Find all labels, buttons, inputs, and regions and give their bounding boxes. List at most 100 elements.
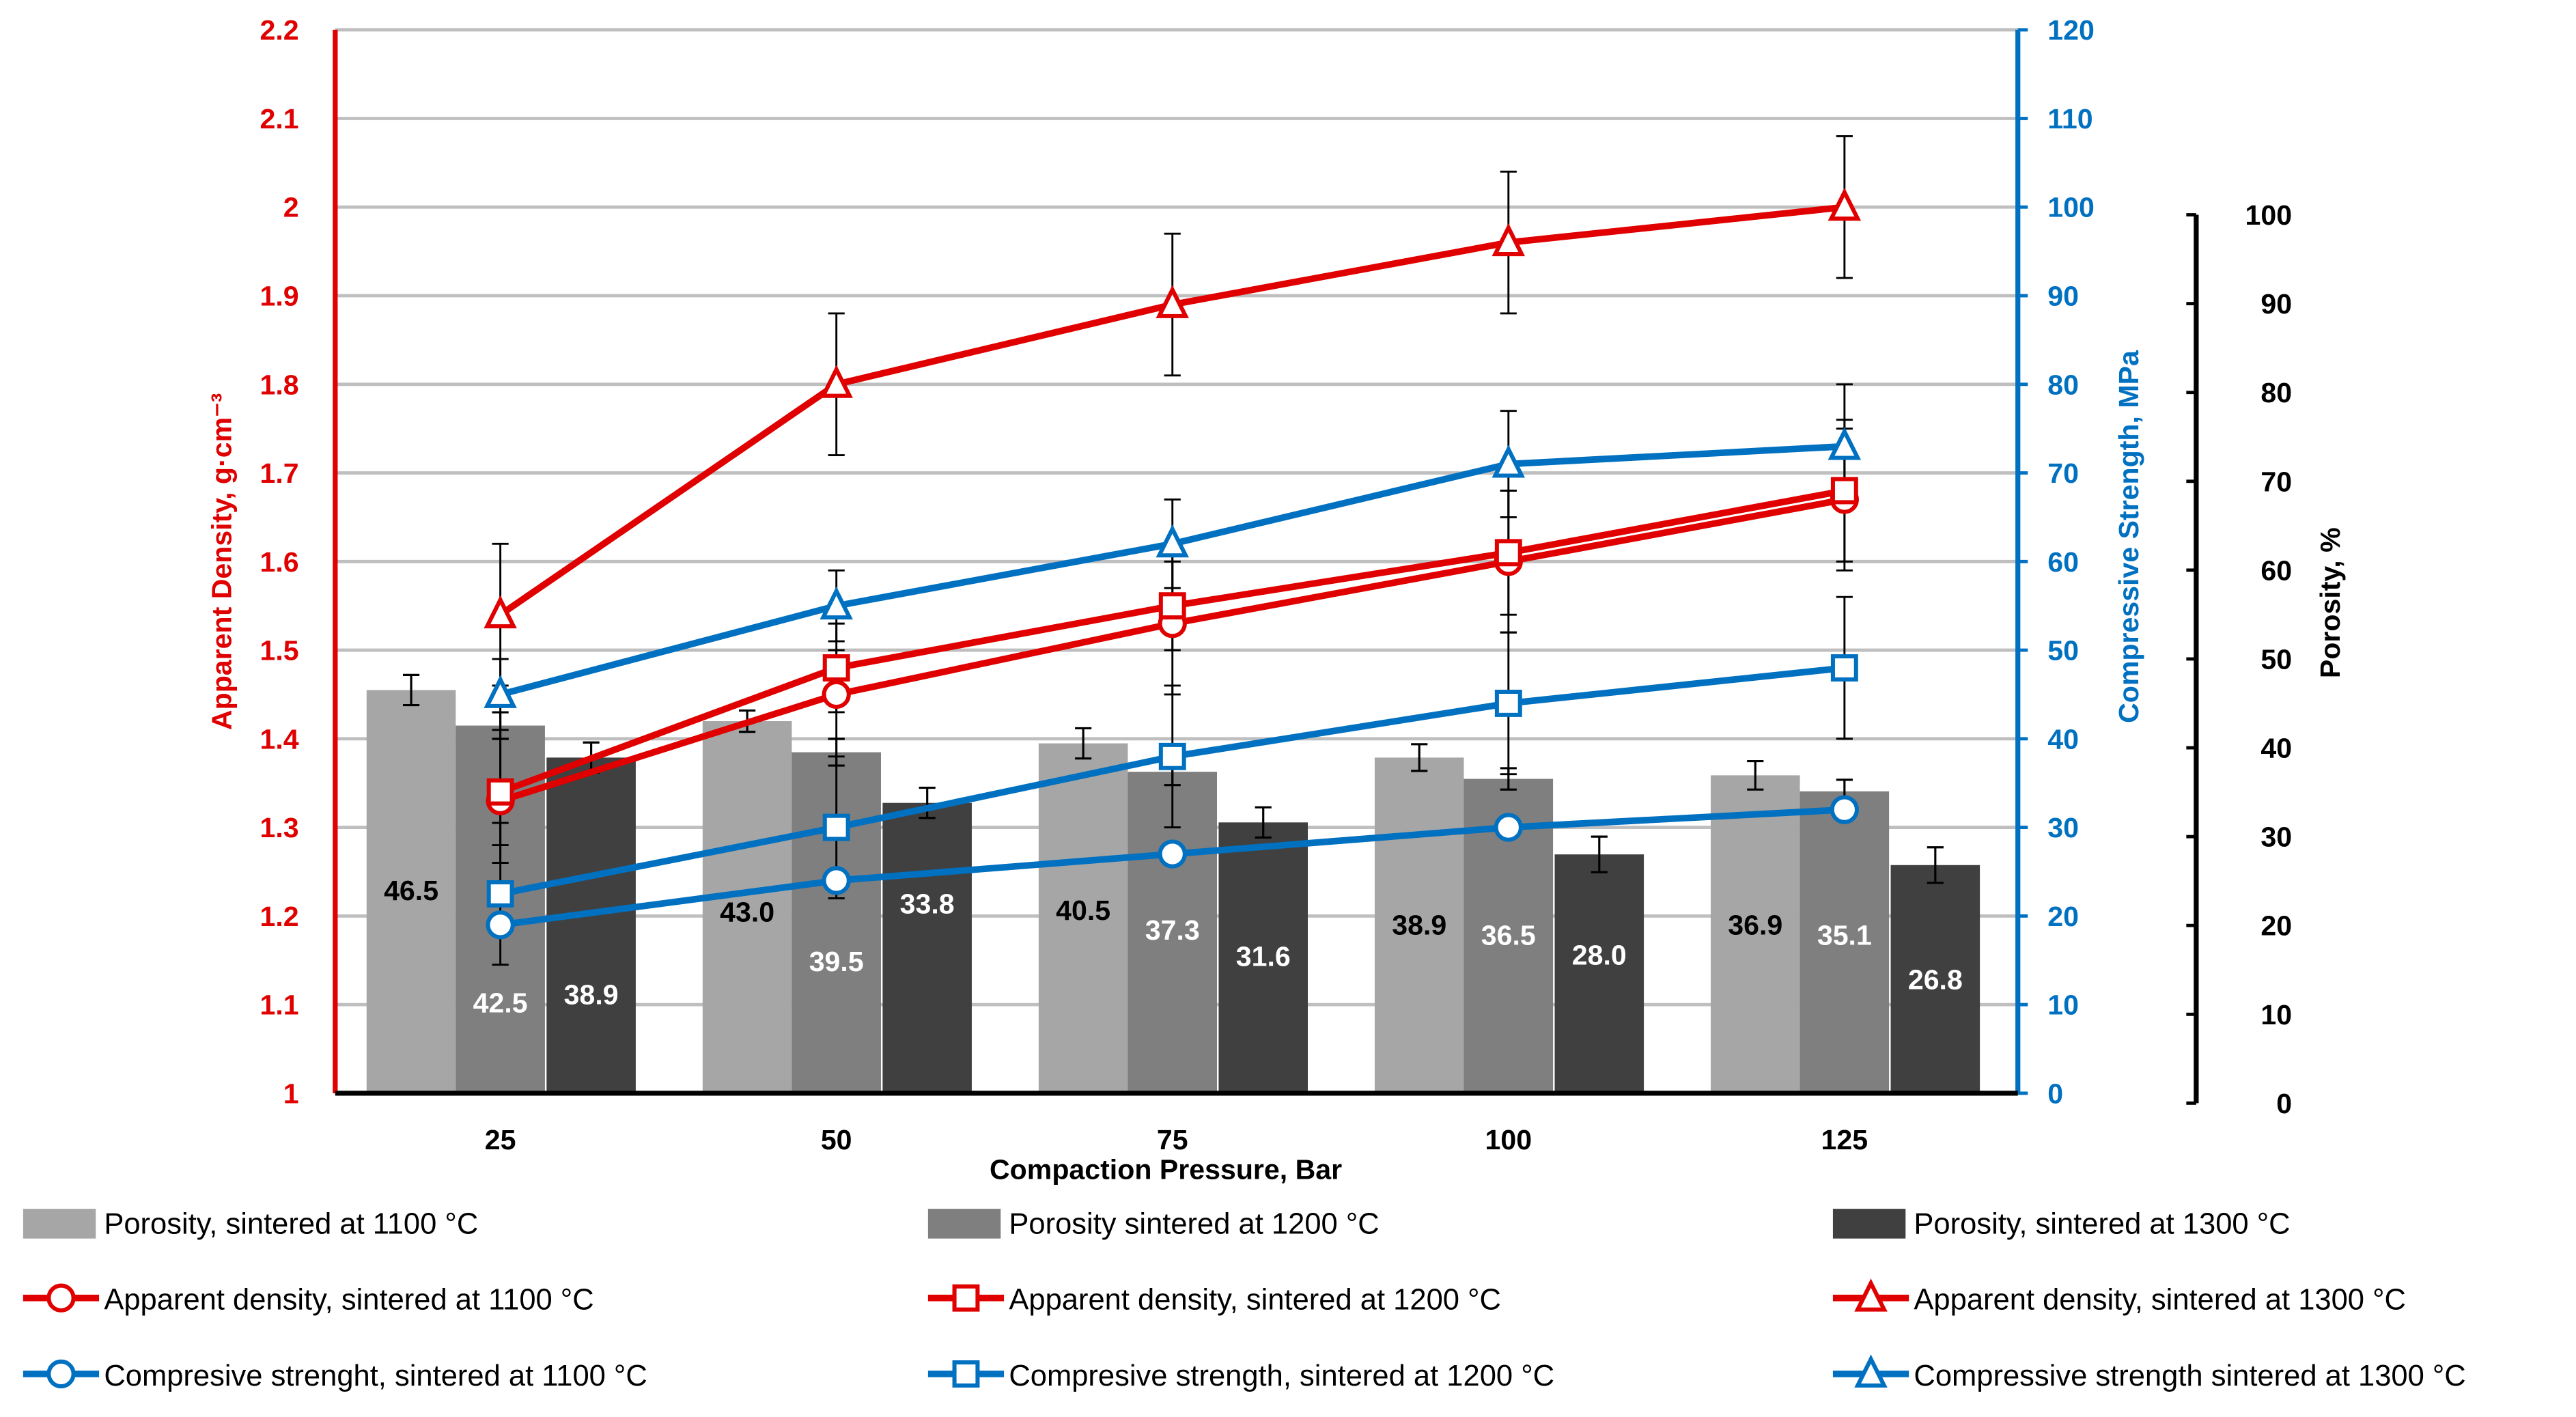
porosity-tick-label: 40	[2260, 733, 2292, 764]
bar-data-label: 40.5	[1056, 895, 1110, 926]
triangle-marker	[1156, 285, 1189, 318]
porosity-tick-label: 90	[2260, 288, 2292, 320]
blue-tick-label: 20	[2047, 901, 2079, 932]
left-tick-label: 1.6	[260, 546, 299, 578]
left-tick-label: 1.3	[260, 812, 299, 843]
triangle-marker	[484, 675, 517, 708]
legend-label: Porosity, sintered at 1100 °C	[104, 1207, 478, 1240]
blue-axis-title: Compressive Strength, MPa	[2113, 350, 2144, 723]
legend-swatch	[927, 1209, 1001, 1239]
porosity-axis-title: Porosity, %	[2314, 527, 2346, 678]
blue-tick-label: 30	[2047, 812, 2079, 843]
triangle-marker	[820, 586, 853, 620]
circle-marker	[1158, 839, 1187, 869]
circle-marker	[822, 679, 851, 710]
x-tick-label: 100	[1485, 1124, 1532, 1155]
bar-data-label: 26.8	[1908, 964, 1963, 996]
legend-square-marker	[952, 1284, 980, 1312]
square-marker	[486, 880, 514, 908]
left-axis-title: Apparent Density, g·cm⁻³	[206, 393, 238, 731]
bar-2-125	[1800, 791, 1890, 1093]
triangle-marker	[484, 595, 517, 629]
left-tick-label: 1.5	[260, 635, 299, 667]
bar-1-25	[366, 690, 456, 1093]
legend-swatch	[1832, 1209, 1906, 1239]
left-tick-label: 1.7	[260, 458, 299, 489]
bar-data-label: 38.9	[564, 979, 619, 1010]
blue-tick-label: 110	[2047, 103, 2092, 135]
blue-tick-label: 50	[2047, 635, 2079, 667]
bar-3-125	[1890, 865, 1980, 1093]
circle-marker	[486, 910, 515, 940]
legend-label: Compresive strength, sintered at 1200 °C	[1009, 1360, 1554, 1392]
blue-tick-label: 80	[2047, 369, 2079, 400]
square-marker	[1494, 539, 1522, 567]
left-tick-label: 1	[283, 1078, 299, 1109]
blue-tick-label: 0	[2047, 1078, 2063, 1109]
circle-marker	[1830, 795, 1860, 824]
legend-swatch	[23, 1209, 96, 1239]
square-marker	[1494, 689, 1522, 717]
bar-3-25	[546, 757, 636, 1093]
x-tick-label: 75	[1157, 1124, 1188, 1155]
triangle-marker	[1156, 524, 1189, 558]
legend-label: Apparent density, sintered at 1100 °C	[104, 1284, 593, 1317]
square-marker	[822, 654, 850, 682]
bar-3-75	[1218, 822, 1308, 1093]
bar-3-50	[882, 802, 972, 1093]
left-tick-label: 1.4	[260, 723, 299, 755]
blue-tick-label: 60	[2047, 546, 2079, 578]
porosity-tick-label: 20	[2260, 910, 2292, 942]
legend-square-marker	[952, 1360, 980, 1388]
bar-data-label: 36.5	[1481, 919, 1536, 951]
bar-data-label: 31.6	[1236, 941, 1291, 972]
blue-tick-label: 40	[2047, 723, 2079, 755]
square-marker	[1830, 654, 1858, 682]
series-lines	[484, 135, 1862, 966]
bar-1-50	[702, 721, 792, 1093]
left-tick-label: 2.1	[260, 103, 299, 135]
x-tick-label: 25	[485, 1124, 516, 1155]
blue-tick-label: 70	[2047, 458, 2079, 489]
legend-triangle-marker	[1854, 1354, 1888, 1388]
bar-data-label: 28.0	[1572, 939, 1627, 970]
left-tick-label: 2	[283, 192, 299, 223]
porosity-tick-label: 70	[2260, 466, 2292, 497]
porosity-tick-label: 30	[2260, 822, 2292, 853]
triangle-marker	[1492, 223, 1526, 257]
bar-data-label: 38.9	[1392, 910, 1446, 941]
legend-triangle-marker	[1854, 1278, 1888, 1312]
axes: 1 1.1 1.2 1.3 1.4 1.5 1.6 1.7 1.8 1.9 2 2.1 2.2 0 10 20…	[260, 14, 2293, 1155]
legend-circle-marker	[46, 1283, 76, 1313]
circle-marker	[1494, 813, 1523, 842]
legend-label: Apparent density, sintered at 1200 °C	[1009, 1284, 1501, 1317]
legend-label: Compressive strength sintered at 1300 °C	[1914, 1360, 2465, 1392]
x-tick-label: 50	[821, 1124, 852, 1155]
bar-data-label: 36.9	[1728, 910, 1782, 941]
square-marker	[1830, 477, 1858, 505]
left-tick-label: 1.8	[260, 369, 299, 400]
blue-tick-label: 100	[2047, 192, 2095, 223]
porosity-tick-label: 100	[2245, 199, 2293, 231]
legend-label: Apparent density, sintered at 1300 °C	[1914, 1284, 2406, 1317]
porosity-bars: 46.5 43.0 40.5 38.9 36.9 42.5 39.5 37.3 36.5 35.1…	[366, 673, 1980, 1093]
porosity-tick-label: 50	[2260, 643, 2292, 675]
x-tick-label: 125	[1821, 1124, 1868, 1155]
bar-1-75	[1038, 743, 1128, 1093]
blue-tick-label: 90	[2047, 281, 2079, 312]
triangle-marker	[1828, 427, 1862, 460]
bar-data-label: 35.1	[1817, 919, 1872, 951]
left-tick-label: 2.2	[260, 14, 299, 46]
left-tick-label: 1.1	[260, 990, 299, 1021]
square-marker	[822, 813, 850, 841]
circle-marker	[822, 866, 851, 895]
bar-data-label: 39.5	[809, 946, 864, 977]
porosity-tick-label: 0	[2276, 1088, 2292, 1119]
square-marker	[1158, 592, 1186, 620]
bar-3-100	[1554, 854, 1644, 1093]
legend: Porosity, sintered at 1100 °C Porosity si…	[23, 1207, 2466, 1392]
blue-tick-label: 10	[2047, 990, 2079, 1021]
bar-data-label: 46.5	[384, 875, 438, 906]
left-tick-label: 1.9	[260, 281, 299, 312]
